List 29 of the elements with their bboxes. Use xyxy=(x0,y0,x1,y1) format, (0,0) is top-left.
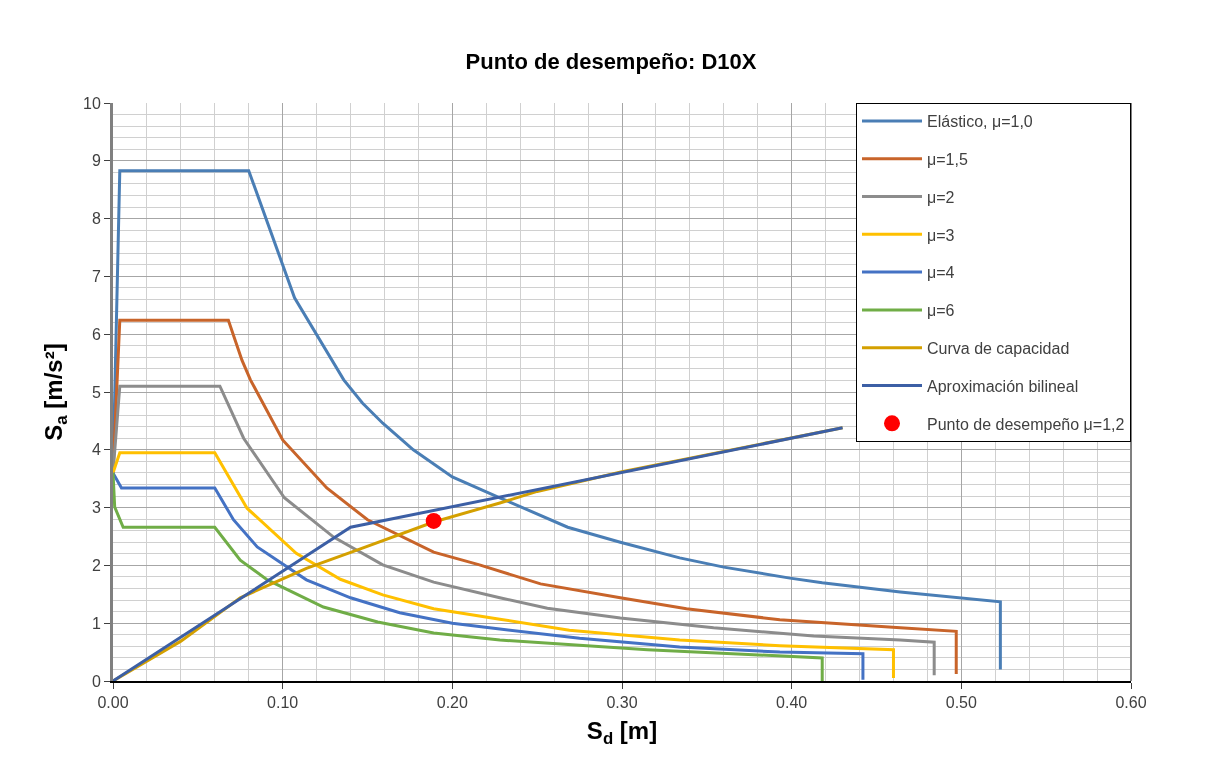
legend-label: Curva de capacidad xyxy=(927,339,1070,357)
x-tick-label: 0.20 xyxy=(436,693,468,711)
x-tick-label: 0.40 xyxy=(776,693,808,711)
legend-label: μ=3 xyxy=(927,226,955,244)
x-tick-label: 0.10 xyxy=(267,693,299,711)
y-tick-label: 3 xyxy=(91,499,101,517)
y-tick-label: 8 xyxy=(91,210,101,228)
x-tick-label: 0.50 xyxy=(945,693,977,711)
y-tick-label: 4 xyxy=(91,441,101,459)
legend-label: μ=4 xyxy=(927,264,955,282)
legend-label: Aproximación bilineal xyxy=(927,377,1079,395)
y-tick-label: 5 xyxy=(91,383,101,401)
y-tick-label: 7 xyxy=(91,268,101,285)
legend-label: Elástico, μ=1,0 xyxy=(927,113,1033,131)
legend-label: μ=2 xyxy=(927,188,955,206)
x-tick-label: 0.60 xyxy=(1115,693,1147,711)
x-tick-label: 0.00 xyxy=(97,693,129,711)
legend-label: μ=1,5 xyxy=(927,150,968,168)
x-tick-label: 0.30 xyxy=(606,693,638,711)
legend-label: Punto de desempeño μ=1,2 xyxy=(927,415,1125,433)
y-tick-label: 9 xyxy=(91,152,101,170)
x-axis-title: S$_{d}$ [m] xyxy=(586,716,658,748)
y-tick-label: 1 xyxy=(91,614,101,632)
chart-title: Punto de desempeño: D10X xyxy=(465,49,757,75)
legend-label: μ=6 xyxy=(927,302,955,320)
y-tick-label: 2 xyxy=(91,557,101,574)
y-tick-label: 0 xyxy=(91,672,101,690)
y-tick-label: 6 xyxy=(91,325,101,343)
y-tick-label: 10 xyxy=(83,94,101,112)
